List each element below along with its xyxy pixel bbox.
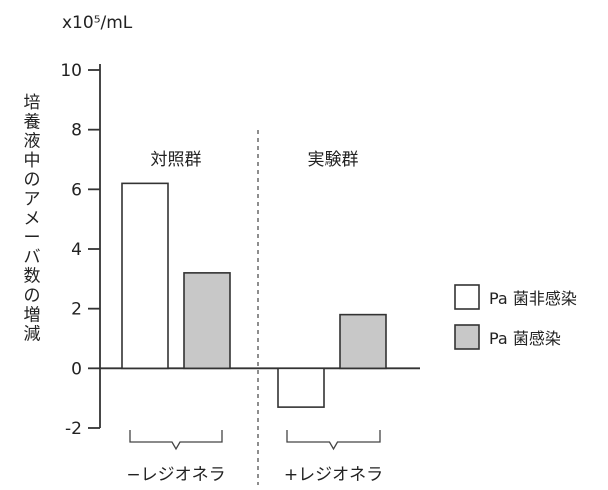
y-axis-label-char: 液 (24, 132, 41, 152)
y-tick-label: 6 (71, 180, 82, 200)
legend-swatch (454, 284, 480, 310)
bar (183, 272, 231, 370)
group-title: 対照群 (151, 150, 202, 170)
y-tick-label: -2 (65, 419, 82, 439)
category-bracket (129, 430, 223, 451)
y-axis: -2 0 2 4 6 8 10 (60, 61, 420, 439)
y-axis-label-char: バ (24, 247, 41, 267)
bar (277, 367, 325, 408)
bar (121, 182, 169, 370)
group-title: 実験群 (308, 150, 359, 170)
legend-swatch (454, 324, 480, 350)
y-axis-label-char: メ (24, 209, 41, 229)
category-label: +レジオネラ (284, 465, 383, 485)
y-axis-label-char: 養 (24, 112, 41, 132)
unit-label: x10⁵/mL (62, 13, 133, 33)
y-axis-label-char: 中 (24, 151, 41, 171)
y-axis-label-char: 数 (24, 267, 41, 287)
category-brackets: −レジオネラ +レジオネラ (126, 430, 383, 485)
y-axis-label-char: ー (24, 228, 41, 248)
y-tick-label: 0 (71, 359, 82, 379)
y-tick-label: 2 (71, 300, 82, 320)
y-axis-label-char: の (24, 286, 41, 306)
category-label: −レジオネラ (126, 465, 225, 485)
y-tick-label: 10 (60, 61, 82, 81)
bars (121, 130, 387, 485)
y-tick-label: 4 (71, 240, 82, 260)
y-axis-label-char: の (24, 170, 41, 190)
y-axis-label-char: 増 (24, 305, 41, 325)
y-axis-label-char: ア (24, 190, 41, 210)
legend-label: Pa 菌非感染 (489, 289, 577, 308)
legend-label: Pa 菌感染 (489, 329, 561, 348)
category-bracket (286, 430, 381, 451)
bar (339, 313, 387, 370)
group-titles: 対照群 実験群 (151, 150, 359, 170)
legend: Pa 菌非感染 Pa 菌感染 (454, 284, 577, 350)
y-axis-label-char: 培 (24, 93, 41, 113)
y-axis-label-char: 減 (24, 325, 41, 345)
y-tick-label: 8 (71, 121, 82, 141)
